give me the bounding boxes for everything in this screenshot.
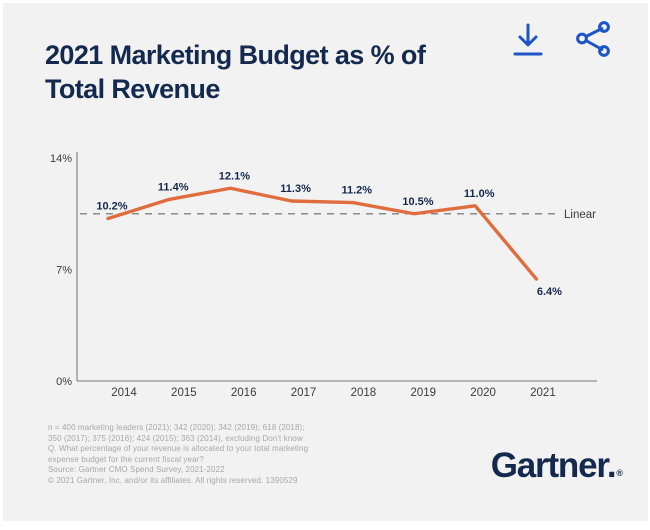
footnote: n = 400 marketing leaders (2021); 342 (2… [48, 423, 378, 487]
page-title: 2021 Marketing Budget as % of Total Reve… [45, 40, 426, 104]
registered-mark: ® [616, 468, 623, 478]
share-button[interactable] [573, 18, 613, 60]
download-icon [509, 20, 549, 62]
download-button[interactable] [509, 20, 549, 62]
footnote-line: © 2021 Gartner, Inc. and/or its affiliat… [48, 475, 298, 485]
footnote-line: Source: Gartner CMO Spend Survey, 2021-2… [48, 465, 225, 475]
footnote-line: 350 (2017); 375 (2016); 424 (2015); 363 … [48, 433, 303, 443]
footnote-line: Q. What percentage of your revenue is al… [48, 444, 309, 454]
footnote-line: n = 400 marketing leaders (2021); 342 (2… [48, 423, 305, 432]
gartner-logo: Gartner.® [490, 446, 623, 486]
footnote-line: expense budget for the current fiscal ye… [48, 454, 204, 464]
share-icon [573, 19, 613, 59]
gartner-logo-text: Gartner. [490, 446, 617, 485]
